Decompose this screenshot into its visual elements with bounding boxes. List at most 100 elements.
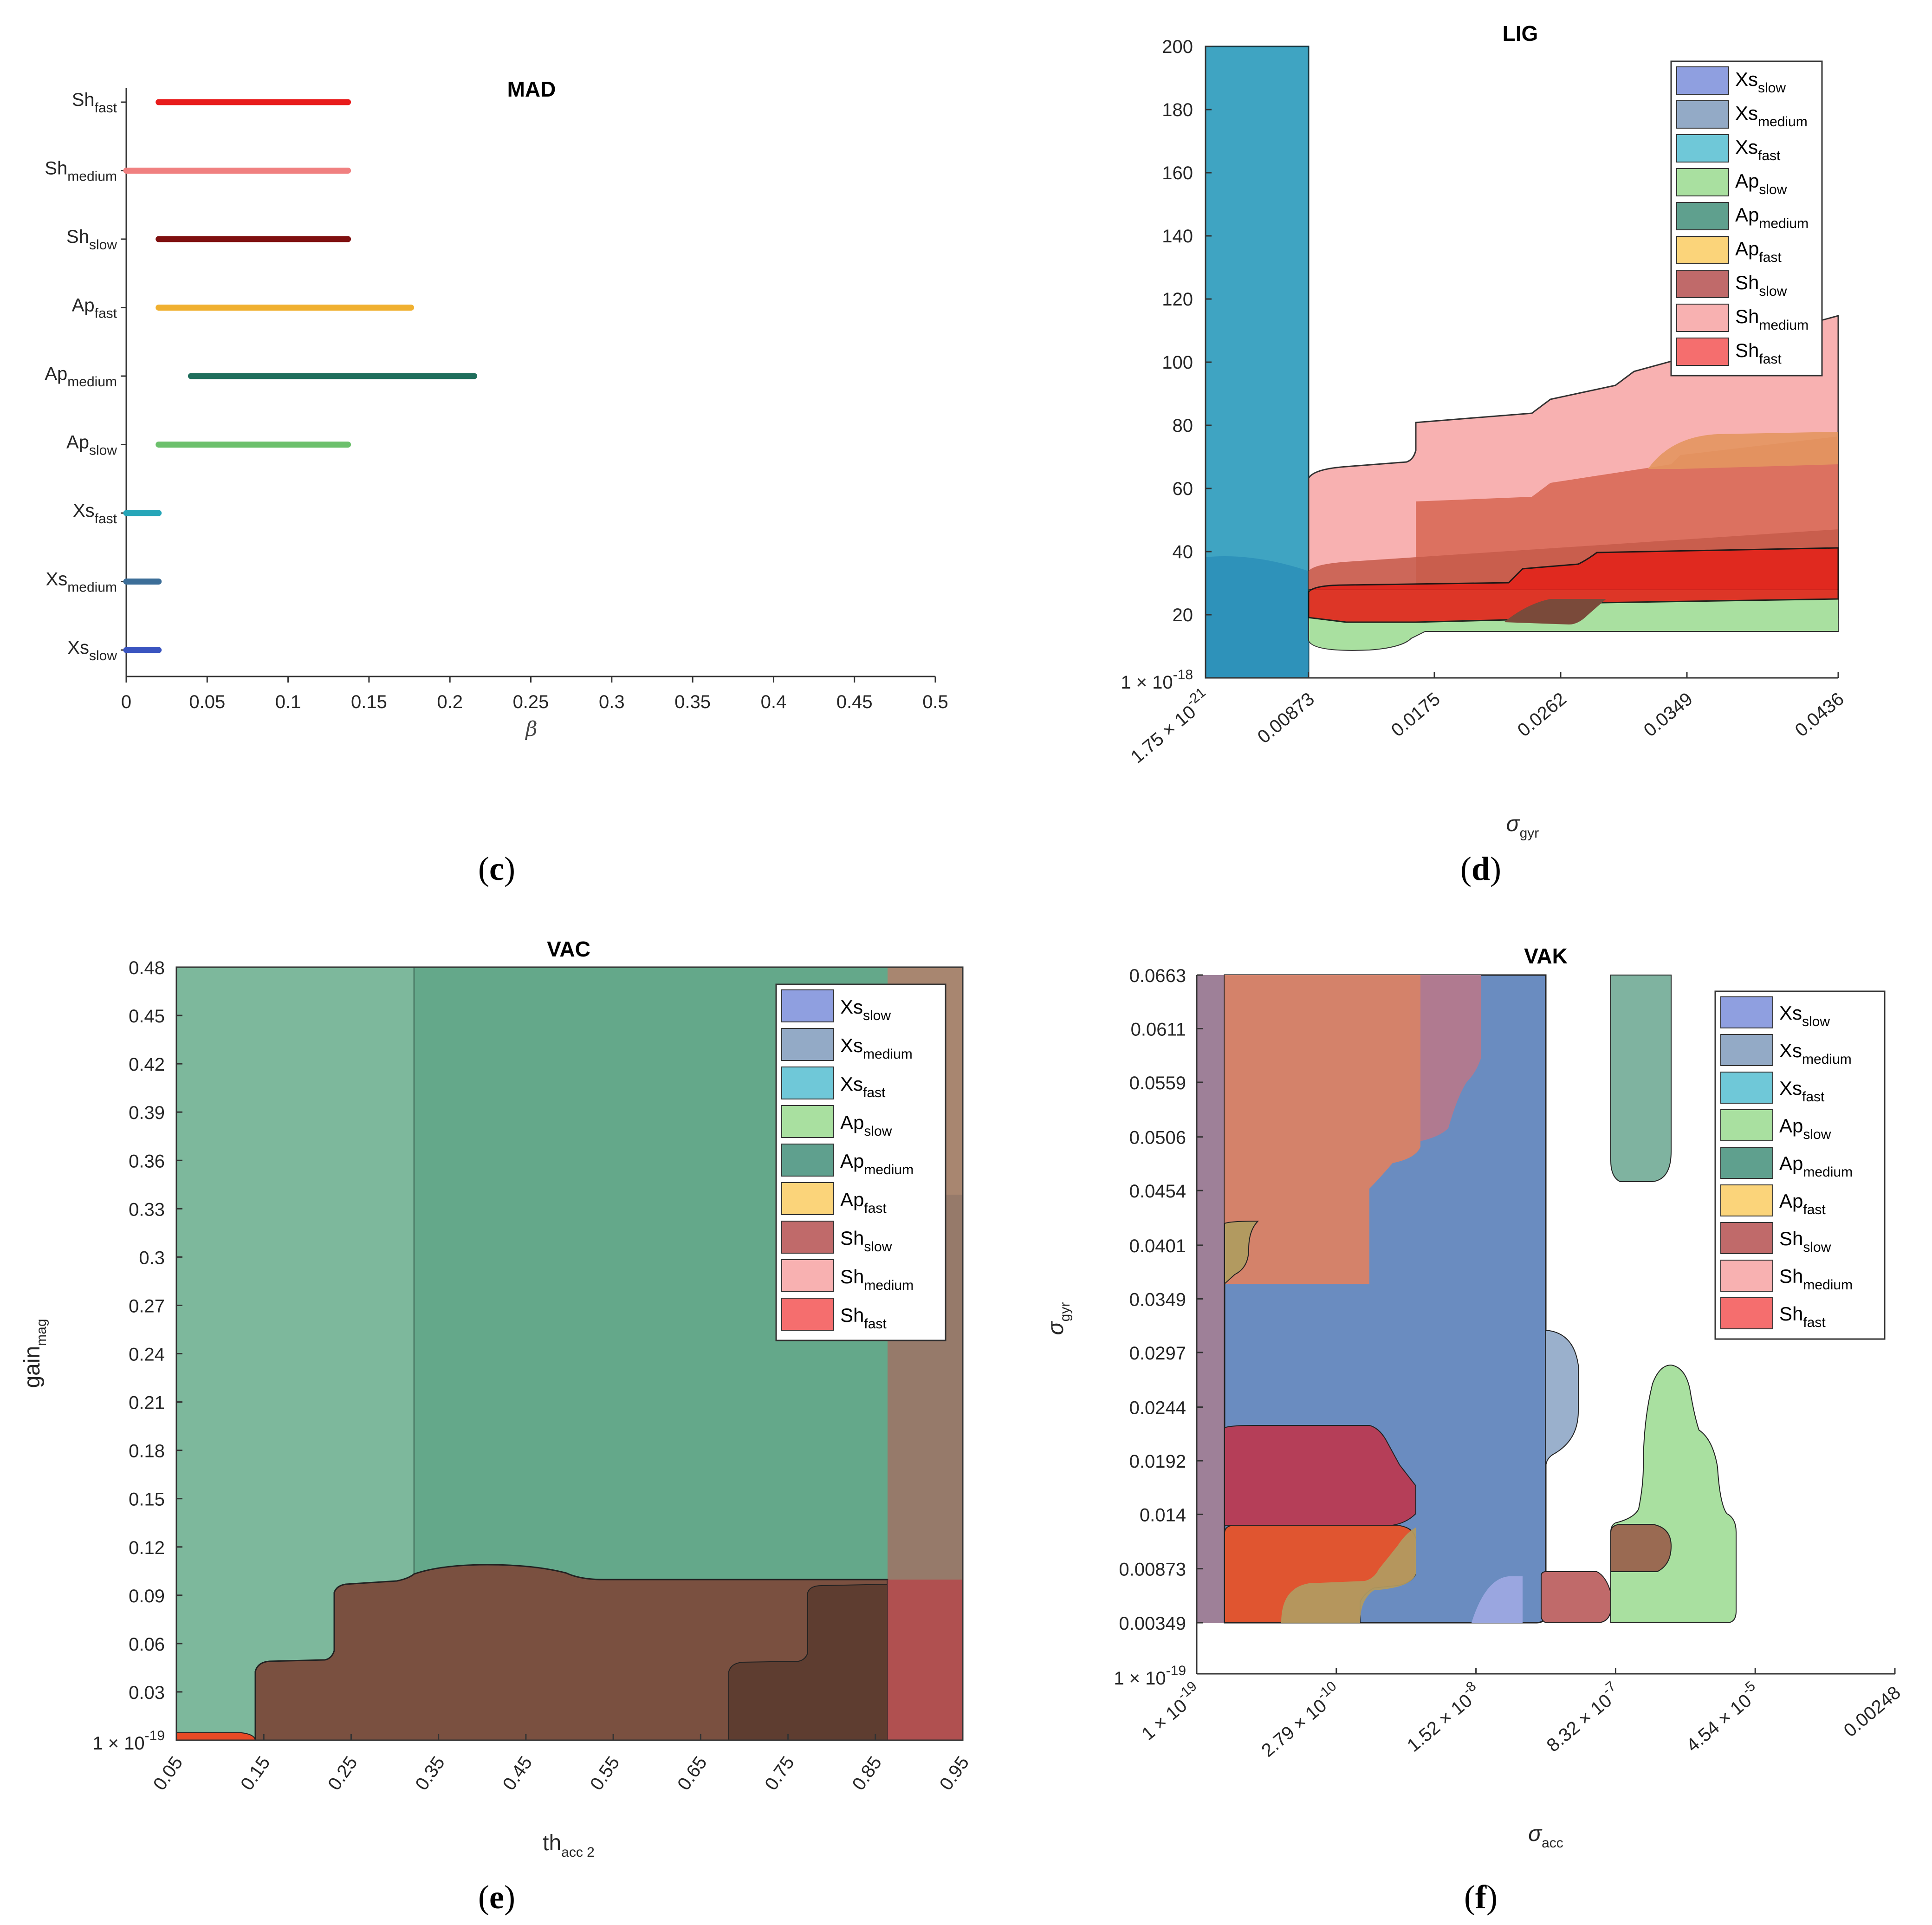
vac-xlabel: thacc 2: [543, 1831, 595, 1860]
vak-title: VAK: [1524, 944, 1568, 968]
mad-xlabel: β: [525, 717, 537, 741]
vac-region-sh-fast: [176, 1732, 256, 1741]
vac-ytick-label: 0.06: [129, 1634, 165, 1655]
lig-ytick-label: 80: [1173, 416, 1193, 436]
vac-xtick-label: 0.15: [237, 1753, 274, 1794]
vac-legend-swatch: [781, 1105, 834, 1138]
mad-xtick-label: 0.1: [275, 692, 301, 712]
lig-legend-swatch: [1676, 100, 1729, 129]
vac-legend-label: Apslow: [840, 1112, 892, 1139]
lig-legend-label: Shfast: [1735, 339, 1782, 367]
vak-region-sh-slow-red: [1224, 1425, 1416, 1526]
vac-legend-swatch: [781, 1028, 834, 1061]
mad-category-label: Xsmedium: [46, 569, 117, 595]
vak-xtick-label: 8.32 × 10-7: [1540, 1678, 1625, 1756]
panel-e-vac: VAC 0.480.450.420.390.360.330.30.270.240…: [20, 937, 973, 1860]
lig-legend-swatch: [1676, 202, 1729, 230]
lig-ytick-label: 60: [1173, 479, 1193, 499]
vac-legend-label: Xsmedium: [840, 1034, 913, 1062]
vak-legend-swatch: [1720, 1222, 1773, 1254]
vak-region-xs-slow-light: [1472, 1576, 1523, 1623]
vac-ytick-label: 0.09: [129, 1586, 165, 1606]
lig-ytick-zero: 1 × 10-18: [1121, 667, 1193, 693]
vac-legend-swatch: [781, 1182, 834, 1215]
vak-ytick-label: 0.0244: [1129, 1398, 1186, 1418]
vac-xtick-label: 0.45: [499, 1753, 537, 1794]
lig-legend-swatch: [1676, 168, 1729, 196]
vak-region-sh-fast-top: [1225, 975, 1420, 1284]
lig-legend-label: Xsslow: [1735, 68, 1786, 96]
lig-ytick-label: 160: [1162, 163, 1193, 183]
lig-xtick-label: 0.0436: [1791, 689, 1848, 741]
mad-category-label: Shfast: [72, 90, 117, 116]
vac-xtick-label: 0.05: [149, 1753, 187, 1794]
mad-xtick-label: 0.3: [599, 692, 625, 712]
mad-y-labels: Shfast Shmedium Shslow Apfast Apmedium Apslow…: [45, 90, 126, 663]
vak-region-ap-medium: [1610, 975, 1672, 1182]
vac-ytick-label: 0.36: [129, 1151, 165, 1171]
vac-legend-swatch: [781, 1259, 834, 1292]
mad-title: MAD: [507, 77, 556, 101]
mad-xtick-label: 0.05: [189, 692, 225, 712]
vak-region-ap-fast-blob: [1224, 1220, 1259, 1285]
vac-legend-swatch: [781, 989, 834, 1022]
caption-e: (e): [478, 1879, 515, 1916]
vac-xtick-label: 0.35: [411, 1753, 449, 1794]
vak-legend-label: Shfast: [1779, 1303, 1826, 1330]
vak-ytick-label: 0.00873: [1119, 1560, 1186, 1580]
vac-ytick-label: 0.48: [129, 958, 165, 978]
lig-legend-label: Xsmedium: [1735, 102, 1808, 130]
vak-xtick-label: 1.52 × 10-8: [1400, 1678, 1485, 1756]
lig-ytick-label: 140: [1162, 226, 1193, 247]
lig-legend-swatch: [1676, 66, 1729, 95]
lig-legend: Xsslow Xsmedium Xsfast Apslow Apmedium Apfast…: [1670, 60, 1823, 377]
panel-c-mad: MAD Shfast Shmedium Shslow Apfast Apmedium Ap…: [45, 77, 948, 741]
lig-ytick-label: 120: [1162, 289, 1193, 310]
lig-xtick-label: 1.75 × 10-21: [1124, 685, 1215, 767]
vak-ytick-label: 0.00349: [1119, 1613, 1186, 1634]
lig-xlabel: σgyr: [1506, 812, 1539, 841]
vac-ytick-zero: 1 × 10-19: [92, 1728, 165, 1754]
mad-category-label: Apfast: [72, 295, 117, 321]
vac-xtick-label: 0.95: [936, 1753, 973, 1794]
caption-c: (c): [478, 850, 515, 887]
vak-ytick-zero: 1 × 10-19: [1114, 1663, 1186, 1689]
vak-ytick-label: 0.0559: [1129, 1073, 1186, 1093]
panel-f-vak: VAK 0.0663 0.0611 0.0559 0.0506 0.0454 0.0401…: [1044, 944, 1905, 1851]
vak-legend-label: Shslow: [1779, 1228, 1831, 1255]
mad-category-label: Apmedium: [45, 364, 117, 390]
vak-ytick-label: 0.0401: [1129, 1236, 1186, 1256]
lig-ytick-label: 40: [1173, 542, 1193, 562]
mad-category-label: Apslow: [66, 432, 117, 458]
vak-legend-swatch: [1720, 1034, 1773, 1066]
vac-legend-swatch: [781, 1067, 834, 1099]
vak-legend-label: Xsslow: [1779, 1002, 1830, 1029]
vak-legend-label: Apslow: [1779, 1115, 1831, 1142]
vac-ytick-label: 0.3: [139, 1248, 165, 1268]
vac-title: VAC: [547, 937, 590, 961]
vac-ytick-label: 0.45: [129, 1006, 165, 1027]
vac-x-ticks: 0.05 0.15 0.25 0.35 0.45 0.55 0.65 0.75 0.85 0.95: [149, 1734, 973, 1794]
vak-x-ticks: 1 × 10-192.79 × 10-10 1.52 × 10-88.32 × 1…: [1138, 1668, 1905, 1761]
vak-xlabel: σacc: [1528, 1821, 1563, 1851]
vak-ytick-label: 0.0349: [1129, 1289, 1186, 1310]
mad-bars: [123, 99, 477, 653]
lig-legend-swatch: [1676, 304, 1729, 332]
vac-legend-swatch: [781, 1221, 834, 1254]
lig-xtick-label: 0.0349: [1640, 689, 1697, 741]
lig-legend-label: Xsfast: [1735, 136, 1781, 163]
lig-legend-swatch: [1676, 270, 1729, 298]
lig-ytick-label: 20: [1173, 605, 1193, 625]
vac-legend-label: Xsslow: [840, 996, 891, 1023]
vak-legend-swatch: [1720, 1147, 1773, 1179]
vak-ylabel: σgyr: [1044, 1302, 1073, 1335]
vac-legend: Xsslow Xsmedium Xsfast Apslow Apmedium Apfast…: [775, 983, 947, 1341]
vak-ytick-label: 0.0454: [1129, 1181, 1186, 1202]
lig-region-ap-fast: [1648, 432, 1838, 469]
vak-legend-label: Xsmedium: [1779, 1040, 1852, 1067]
mad-category-label: Xsfast: [73, 501, 117, 527]
lig-region-xs-fast-lower: [1206, 556, 1309, 678]
vak-y-ticks: 0.0663 0.0611 0.0559 0.0506 0.0454 0.0401 0.03…: [1119, 966, 1203, 1634]
vac-ytick-label: 0.15: [129, 1489, 165, 1510]
